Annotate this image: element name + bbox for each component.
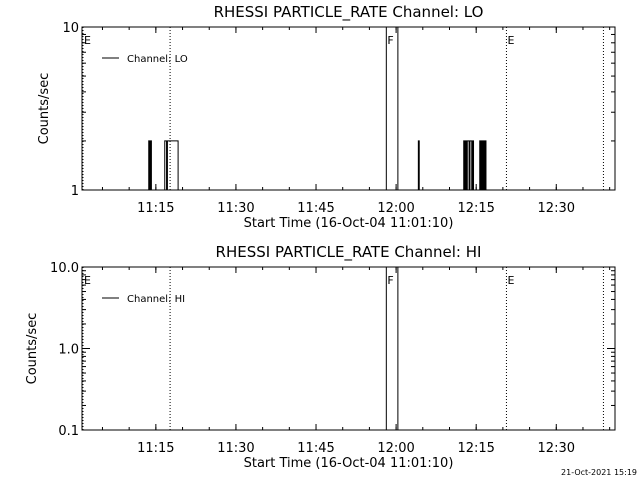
data-point <box>164 140 166 142</box>
data-point <box>467 140 469 142</box>
data-point <box>81 189 83 191</box>
x-tick-label: 11:45 <box>297 441 334 456</box>
data-point <box>151 189 153 191</box>
data-point <box>176 140 178 142</box>
x-tick-label: 12:15 <box>457 441 494 456</box>
data-point <box>462 189 464 191</box>
x-tick-label: 12:00 <box>377 441 414 456</box>
chart-title: RHESSI PARTICLE_RATE Channel: HI <box>216 243 482 262</box>
x-tick-label: 11:15 <box>137 441 174 456</box>
event-flag-label: E <box>84 34 91 47</box>
lo-channel-panel: RHESSI PARTICLE_RATE Channel: LO 11:15 11:… <box>37 3 616 231</box>
footer-timestamp: 21-Oct-2021 15:19 <box>561 468 637 477</box>
x-axis-label: Start Time (16-Oct-04 11:01:10) <box>244 456 454 471</box>
event-flag-label: E <box>507 34 514 47</box>
data-point <box>463 140 465 142</box>
data-point <box>473 189 474 191</box>
data-point <box>166 189 167 191</box>
data-point <box>482 140 484 142</box>
x-tick-label: 11:30 <box>217 441 254 456</box>
data-point <box>485 189 487 191</box>
y-axis-label: Counts/sec <box>37 73 52 145</box>
event-flag-label: F <box>387 34 393 47</box>
data-point <box>417 189 418 191</box>
event-flag-label: E <box>84 274 91 287</box>
y-axis-label: Counts/sec <box>25 313 40 385</box>
data-point <box>464 189 466 191</box>
data-point <box>472 140 474 142</box>
y-tick-label: 10 <box>62 21 79 36</box>
data-point <box>151 189 152 191</box>
data-point <box>484 140 486 142</box>
data-point <box>466 189 467 191</box>
series-line <box>82 140 615 191</box>
data-point <box>479 140 481 142</box>
plot-frame <box>81 266 616 431</box>
legend-entry: Channel: HI <box>127 294 185 305</box>
data-point <box>482 189 483 191</box>
y-tick-label: 1 <box>71 184 79 199</box>
event-flag-label: E <box>507 274 514 287</box>
data-point <box>147 189 149 191</box>
plot-frame <box>81 26 616 191</box>
data-point <box>177 189 179 191</box>
data-point <box>168 140 170 142</box>
data-point <box>478 189 480 191</box>
data-point <box>420 189 422 191</box>
x-tick-label: 11:30 <box>217 201 254 216</box>
data-point <box>469 140 471 142</box>
data-point <box>165 140 167 142</box>
data-point <box>163 189 165 191</box>
x-tick-label: 11:15 <box>137 201 174 216</box>
x-tick-label: 11:45 <box>297 201 334 216</box>
data-point <box>167 140 169 142</box>
data-point <box>417 140 419 142</box>
data-point <box>483 189 485 191</box>
data-point <box>481 140 482 142</box>
data-point <box>466 140 468 142</box>
data-point <box>470 140 472 142</box>
x-tick-label: 12:00 <box>377 201 414 216</box>
data-point <box>150 140 151 142</box>
data-point <box>465 140 466 142</box>
x-tick-label: 12:30 <box>538 441 575 456</box>
data-point <box>167 140 168 142</box>
data-point <box>149 189 151 191</box>
x-axis-label: Start Time (16-Oct-04 11:01:10) <box>244 216 454 231</box>
x-tick-label: 12:15 <box>457 201 494 216</box>
data-point <box>148 140 150 142</box>
data-point <box>614 189 616 191</box>
y-tick-label: 0.1 <box>58 424 79 439</box>
legend-entry: Channel: LO <box>127 54 188 65</box>
data-point <box>418 189 420 191</box>
y-tick-label: 10.0 <box>50 261 79 276</box>
data-point <box>471 189 473 191</box>
y-tick-label: 1.0 <box>58 343 79 358</box>
hi-channel-panel: RHESSI PARTICLE_RATE Channel: HI 11:15 11:… <box>25 243 616 471</box>
data-point <box>178 189 180 191</box>
data-point <box>474 189 475 191</box>
chart-title: RHESSI PARTICLE_RATE Channel: LO <box>214 3 484 22</box>
event-flag-label: F <box>387 274 393 287</box>
data-point <box>480 189 482 191</box>
x-tick-label: 12:30 <box>538 201 575 216</box>
data-point <box>468 189 470 191</box>
